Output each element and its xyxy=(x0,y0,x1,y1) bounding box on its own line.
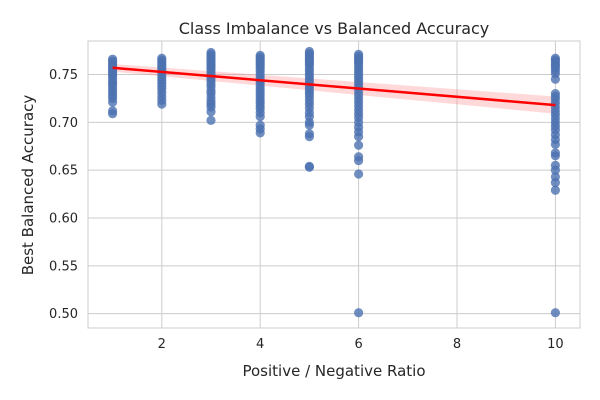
y-tick-label: 0.60 xyxy=(49,211,78,226)
data-point xyxy=(108,109,118,119)
y-tick-label: 0.50 xyxy=(49,307,78,322)
x-tick-label: 2 xyxy=(158,337,166,352)
data-point xyxy=(354,155,364,166)
x-tick-label: 8 xyxy=(453,337,461,352)
regression-confidence-band xyxy=(112,63,556,114)
data-point xyxy=(550,177,561,188)
data-point xyxy=(354,132,364,142)
data-point xyxy=(108,97,118,107)
chart-title: Class Imbalance vs Balanced Accuracy xyxy=(179,19,490,38)
y-tick-label: 0.65 xyxy=(49,164,78,179)
x-tick-label: 10 xyxy=(547,337,564,352)
tick-labels: 2 4 6 8 10 0.50 0.55 0.60 0.65 0.70 0.75 xyxy=(49,68,564,352)
data-point xyxy=(354,169,364,179)
data-point xyxy=(206,107,216,117)
regression-line xyxy=(112,66,556,107)
data-point xyxy=(304,120,314,130)
data-point xyxy=(304,162,314,172)
data-point xyxy=(550,308,561,318)
y-tick-label: 0.55 xyxy=(49,259,78,274)
x-tick-label: 6 xyxy=(354,337,362,352)
y-tick-label: 0.70 xyxy=(49,116,78,131)
confidence-band-layer xyxy=(112,63,556,114)
data-point xyxy=(550,74,561,84)
data-point xyxy=(354,308,364,318)
regression-line-layer xyxy=(112,66,556,107)
data-point xyxy=(354,140,364,150)
data-point xyxy=(255,111,265,122)
plot-frame xyxy=(87,40,581,329)
y-axis-label: Best Balanced Accuracy xyxy=(19,95,37,276)
data-point xyxy=(206,115,216,126)
data-point xyxy=(550,139,561,149)
x-tick-label: 4 xyxy=(256,337,264,352)
data-point xyxy=(157,99,167,109)
data-point xyxy=(304,132,314,142)
data-point xyxy=(550,165,561,175)
data-point xyxy=(550,185,561,195)
data-point xyxy=(550,151,561,161)
data-point xyxy=(255,128,265,138)
y-tick-label: 0.75 xyxy=(49,68,78,83)
x-axis-label: Positive / Negative Ratio xyxy=(242,362,425,380)
